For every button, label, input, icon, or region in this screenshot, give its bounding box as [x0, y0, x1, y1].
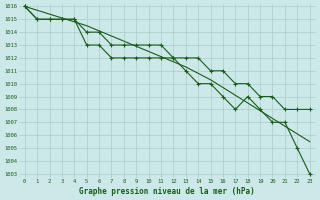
- X-axis label: Graphe pression niveau de la mer (hPa): Graphe pression niveau de la mer (hPa): [79, 187, 255, 196]
